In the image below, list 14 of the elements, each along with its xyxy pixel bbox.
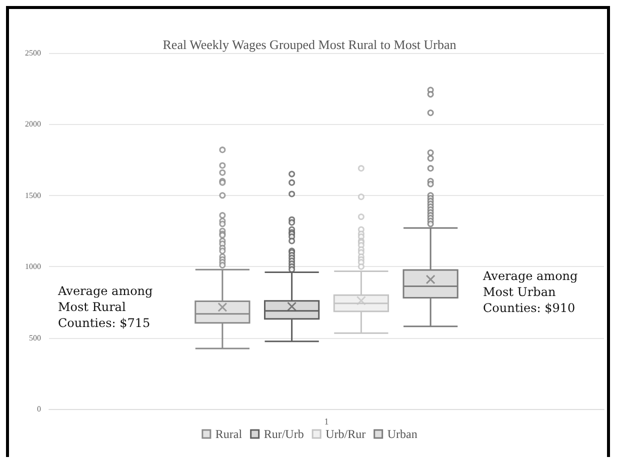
chart-title: Real Weekly Wages Grouped Most Rural to Most Urban [162, 37, 457, 52]
legend-label: Urban [387, 427, 418, 441]
y-tick-label: 2500 [25, 48, 41, 58]
y-tick-label: 1000 [25, 262, 41, 272]
annotation: Average among Most Urban Counties: $910 [482, 269, 578, 315]
y-tick-label: 0 [37, 404, 41, 414]
legend-label: Urb/Rur [326, 427, 366, 441]
legend-label: Rural [215, 427, 243, 441]
x-tick-label: 1 [324, 416, 329, 426]
y-tick-label: 2000 [25, 120, 41, 129]
y-tick-label: 500 [29, 333, 41, 342]
annotation: Average among Most Rural Counties: $715 [57, 284, 154, 330]
legend-label: Rur/Urb [264, 427, 304, 441]
y-tick-label: 1500 [25, 190, 41, 200]
